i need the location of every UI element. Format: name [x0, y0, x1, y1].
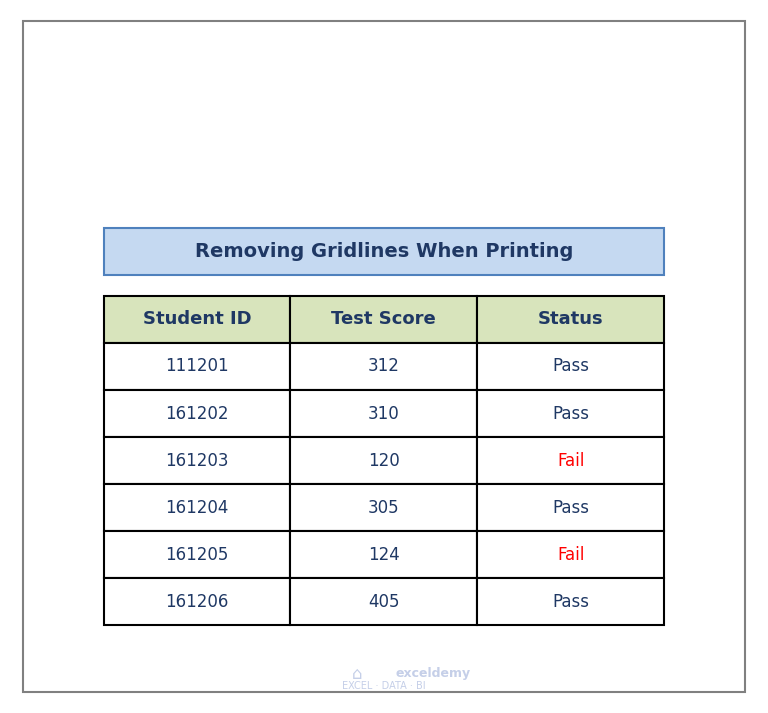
Text: 405: 405: [368, 593, 399, 611]
Text: exceldemy: exceldemy: [396, 667, 471, 680]
FancyBboxPatch shape: [104, 578, 290, 625]
FancyBboxPatch shape: [477, 390, 664, 437]
Text: ⌂: ⌂: [352, 665, 362, 683]
FancyBboxPatch shape: [290, 484, 477, 531]
Text: Removing Gridlines When Printing: Removing Gridlines When Printing: [195, 242, 573, 261]
FancyBboxPatch shape: [104, 437, 290, 484]
FancyBboxPatch shape: [477, 484, 664, 531]
FancyBboxPatch shape: [23, 21, 745, 692]
Text: EXCEL · DATA · BI: EXCEL · DATA · BI: [343, 681, 425, 691]
Text: 310: 310: [368, 404, 399, 423]
Text: Pass: Pass: [552, 404, 589, 423]
FancyBboxPatch shape: [104, 484, 290, 531]
FancyBboxPatch shape: [477, 437, 664, 484]
Text: 305: 305: [368, 498, 399, 517]
FancyBboxPatch shape: [104, 296, 290, 343]
Text: 161203: 161203: [165, 451, 229, 470]
FancyBboxPatch shape: [290, 437, 477, 484]
FancyBboxPatch shape: [290, 390, 477, 437]
FancyBboxPatch shape: [104, 531, 290, 578]
FancyBboxPatch shape: [477, 296, 664, 343]
Text: 161202: 161202: [165, 404, 229, 423]
Text: Fail: Fail: [557, 451, 584, 470]
Text: 312: 312: [368, 357, 399, 376]
Text: Fail: Fail: [557, 545, 584, 564]
FancyBboxPatch shape: [104, 228, 664, 275]
FancyBboxPatch shape: [104, 390, 290, 437]
Text: 161205: 161205: [165, 545, 229, 564]
FancyBboxPatch shape: [477, 343, 664, 390]
FancyBboxPatch shape: [477, 578, 664, 625]
Text: Test Score: Test Score: [331, 310, 436, 329]
Text: 161206: 161206: [165, 593, 229, 611]
FancyBboxPatch shape: [290, 531, 477, 578]
Text: Pass: Pass: [552, 357, 589, 376]
FancyBboxPatch shape: [290, 578, 477, 625]
Text: Pass: Pass: [552, 498, 589, 517]
Text: 161204: 161204: [165, 498, 229, 517]
Text: Student ID: Student ID: [143, 310, 251, 329]
Text: Pass: Pass: [552, 593, 589, 611]
Text: Status: Status: [538, 310, 604, 329]
Text: 124: 124: [368, 545, 399, 564]
FancyBboxPatch shape: [290, 296, 477, 343]
FancyBboxPatch shape: [477, 531, 664, 578]
Text: 120: 120: [368, 451, 399, 470]
FancyBboxPatch shape: [104, 343, 290, 390]
Text: 111201: 111201: [165, 357, 229, 376]
FancyBboxPatch shape: [290, 343, 477, 390]
